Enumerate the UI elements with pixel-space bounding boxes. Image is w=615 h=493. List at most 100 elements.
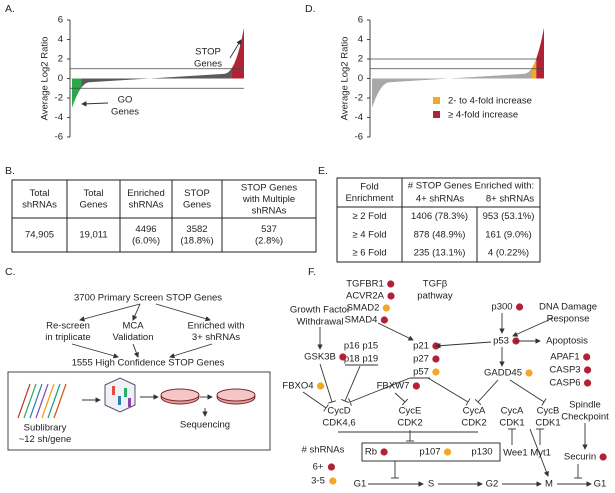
shrna-dot bbox=[515, 303, 524, 311]
y-tick-label: 2 bbox=[58, 54, 63, 65]
inhibition-bar bbox=[341, 399, 349, 403]
shrna-dot bbox=[583, 353, 591, 361]
pathway-node: p18 p19 bbox=[344, 354, 378, 365]
curve-area bbox=[72, 78, 82, 108]
arrow bbox=[435, 341, 492, 349]
flow-step: 1555 High Confidence STOP Genes bbox=[72, 358, 225, 369]
cell-clone bbox=[118, 396, 121, 405]
shrna-dot bbox=[387, 292, 395, 300]
pathway-node: APAF1 bbox=[550, 352, 579, 363]
y-tick-label: 4 bbox=[358, 34, 363, 45]
cell-cycle-phase: G2 bbox=[486, 479, 499, 490]
arrow bbox=[132, 303, 141, 321]
table-cell: ≥ 2 Fold bbox=[352, 211, 386, 222]
shrna-dot bbox=[443, 448, 452, 456]
table-header: Enrichment bbox=[345, 193, 393, 204]
cell-clone bbox=[128, 398, 131, 407]
y-tick-label: -6 bbox=[355, 132, 363, 143]
cell-cycle-phase: S bbox=[428, 479, 434, 490]
table-cell: 1406 (78.3%) bbox=[411, 211, 468, 222]
cell-clone bbox=[112, 386, 115, 395]
annotation: Genes bbox=[111, 107, 139, 118]
shrna-dot bbox=[316, 382, 325, 390]
flow-step: Re-screen bbox=[46, 321, 90, 332]
table-cell: 19,011 bbox=[79, 230, 107, 241]
shrna-dot bbox=[387, 280, 395, 288]
flow-step: ~12 sh/gene bbox=[19, 434, 72, 445]
pathway-node: Withdrawal bbox=[297, 317, 344, 328]
panel-letter: B. bbox=[5, 165, 15, 177]
inhibition-bar bbox=[328, 400, 336, 404]
sublibrary-tube bbox=[53, 383, 67, 419]
cell-cycle-phase: G1 bbox=[594, 479, 607, 490]
pathway-node: CycD bbox=[327, 406, 350, 417]
table-header: shRNAs bbox=[129, 200, 164, 211]
pathway-node: p57 bbox=[413, 367, 429, 378]
curve-area bbox=[372, 67, 532, 108]
legend-swatch bbox=[433, 97, 440, 104]
table-header: 8+ shRNAs bbox=[486, 194, 535, 205]
arrow bbox=[512, 317, 554, 337]
annotation: GO bbox=[118, 95, 133, 106]
table-header: STOP bbox=[184, 188, 210, 199]
table-cell: 953 (53.1%) bbox=[483, 211, 535, 222]
y-tick-label: -4 bbox=[355, 112, 363, 123]
pathway-node: p107 bbox=[419, 447, 440, 458]
pathway-node: p21 bbox=[413, 341, 429, 352]
shrna-dot bbox=[583, 379, 592, 387]
legend-title: # shRNAs bbox=[302, 445, 345, 456]
inhibition bbox=[319, 363, 333, 403]
pathway-node: FBXO4 bbox=[282, 381, 313, 392]
shrna-dot bbox=[380, 448, 388, 456]
inhibition bbox=[427, 377, 469, 403]
pathway-node: GADD45 bbox=[484, 368, 522, 379]
y-axis-label: Average Log2 Ratio bbox=[40, 37, 51, 121]
annotation: STOP bbox=[195, 47, 221, 58]
legend-label: 2- to 4-fold increase bbox=[448, 96, 532, 107]
inhibition bbox=[394, 392, 406, 403]
flow-step: MCA bbox=[122, 321, 144, 332]
pathway-node: Spindle bbox=[569, 400, 601, 411]
table-header: shRNAs bbox=[252, 206, 287, 217]
curve-area bbox=[536, 27, 544, 79]
pathway-node: p300 bbox=[491, 302, 512, 313]
pathway-node: CDK4,6 bbox=[322, 418, 355, 429]
pathway-node: Securin bbox=[564, 452, 596, 463]
pathway-node: Checkpoint bbox=[561, 412, 609, 423]
sublibrary-tube bbox=[29, 383, 43, 419]
arrow bbox=[132, 343, 139, 358]
table-header: Total bbox=[29, 188, 49, 199]
y-tick-label: -2 bbox=[55, 93, 63, 104]
cell-cycle-phase: G1 bbox=[354, 479, 367, 490]
table-cell: 235 (13.1%) bbox=[414, 248, 466, 259]
y-tick-label: 6 bbox=[58, 15, 63, 26]
shrna-dot bbox=[412, 382, 420, 390]
inhibition-bar bbox=[323, 404, 329, 412]
table-cell: 537 bbox=[261, 224, 277, 235]
pathway-node: CycA bbox=[463, 406, 486, 417]
table-cell: 161 (9.0%) bbox=[485, 230, 531, 241]
pathway-node: CDK1 bbox=[535, 418, 560, 429]
pathway-node: ACVR2A bbox=[346, 291, 385, 302]
y-tick-label: 0 bbox=[358, 73, 363, 84]
table-cell: 3582 bbox=[186, 224, 207, 235]
pathway-node: Growth Factor bbox=[290, 305, 350, 316]
sublibrary-tube bbox=[23, 383, 37, 419]
inhibition bbox=[477, 379, 499, 403]
pathway-node: pathway bbox=[417, 291, 453, 302]
legend-label: 6+ bbox=[313, 462, 324, 473]
table-cell: ≥ 4 Fold bbox=[352, 230, 386, 241]
shrna-dot bbox=[382, 304, 390, 312]
legend-label: 3-5 bbox=[311, 476, 325, 487]
shrna-dot bbox=[380, 316, 388, 324]
illustration-box bbox=[7, 371, 271, 451]
y-tick-label: -4 bbox=[55, 112, 63, 123]
table-header: STOP Genes bbox=[241, 183, 297, 194]
sublibrary-tube bbox=[47, 383, 61, 419]
y-tick-label: 6 bbox=[358, 15, 363, 26]
cell-cycle-phase: M bbox=[545, 479, 553, 490]
cell-clone bbox=[124, 388, 127, 397]
pathway-node: p16 p15 bbox=[344, 341, 378, 352]
inhibition bbox=[302, 391, 327, 409]
